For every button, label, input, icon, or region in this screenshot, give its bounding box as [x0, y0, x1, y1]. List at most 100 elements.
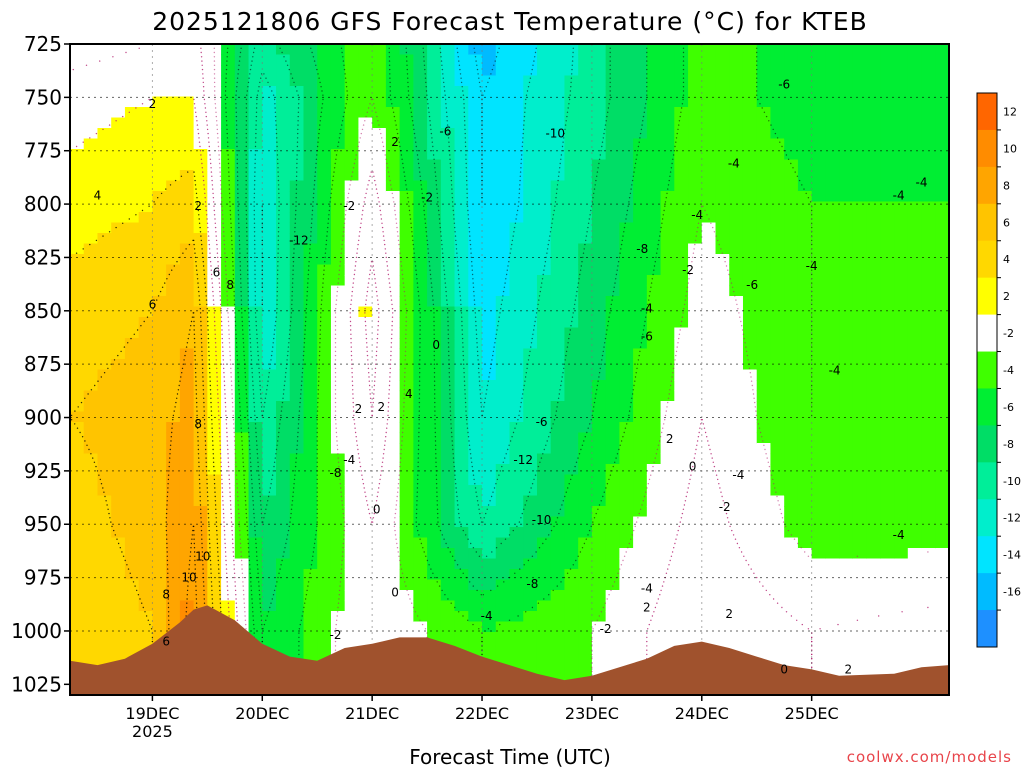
- temperature-cell: [289, 642, 305, 654]
- temperature-cell: [138, 359, 153, 371]
- temperature-cell: [852, 390, 868, 402]
- temperature-cell: [825, 464, 840, 476]
- temperature-cell: [166, 390, 181, 402]
- temperature-cell: [440, 233, 456, 245]
- temperature-cell: [221, 117, 236, 129]
- temperature-cell: [688, 464, 703, 476]
- isotherm-point: [506, 269, 508, 271]
- temperature-cell: [523, 201, 538, 213]
- temperature-cell: [536, 537, 552, 549]
- temperature-cell: [70, 128, 85, 140]
- temperature-cell: [399, 579, 414, 591]
- temperature-cell: [564, 128, 579, 140]
- temperature-cell: [97, 201, 112, 213]
- isotherm-point: [449, 158, 451, 160]
- temperature-cell: [715, 107, 730, 119]
- temperature-cell: [880, 600, 895, 612]
- temperature-cell: [591, 401, 607, 413]
- temperature-cell: [193, 338, 208, 350]
- temperature-cell: [756, 233, 772, 245]
- temperature-cell: [440, 369, 456, 381]
- temperature-cell: [591, 527, 607, 539]
- isotherm-point: [477, 367, 480, 370]
- temperature-cell: [166, 96, 181, 108]
- temperature-cell: [330, 527, 346, 539]
- isotherm-point: [592, 197, 594, 199]
- temperature-cell: [111, 86, 126, 98]
- temperature-cell: [221, 233, 236, 245]
- temperature-cell: [839, 359, 854, 371]
- temperature-cell: [468, 159, 483, 171]
- temperature-cell: [207, 170, 222, 182]
- temperature-cell: [70, 495, 85, 507]
- temperature-cell: [852, 264, 868, 276]
- temperature-cell: [550, 170, 566, 182]
- temperature-cell: [633, 86, 648, 98]
- temperature-cell: [221, 485, 236, 497]
- temperature-cell: [207, 516, 222, 528]
- temperature-cell: [509, 149, 524, 161]
- temperature-cell: [138, 558, 153, 570]
- temperature-cell: [317, 285, 332, 297]
- isotherm-point: [450, 171, 452, 173]
- temperature-cell: [289, 369, 305, 381]
- isotherm-point: [464, 389, 466, 391]
- temperature-cell: [399, 138, 414, 150]
- isotherm-point: [491, 68, 494, 71]
- isotherm-point: [448, 376, 451, 378]
- temperature-cell: [701, 54, 717, 66]
- isotherm-point: [250, 359, 253, 361]
- temperature-cell: [427, 212, 442, 224]
- temperature-cell: [770, 443, 785, 455]
- temperature-cell: [742, 411, 758, 423]
- temperature-cell: [578, 75, 593, 87]
- temperature-cell: [729, 432, 744, 444]
- temperature-cell: [495, 180, 511, 192]
- temperature-cell: [825, 558, 840, 570]
- temperature-cell: [894, 495, 909, 507]
- temperature-cell: [495, 254, 511, 266]
- temperature-cell: [935, 653, 949, 665]
- temperature-cell: [907, 590, 923, 602]
- isotherm-point: [554, 201, 557, 203]
- temperature-cell: [454, 380, 469, 392]
- temperature-cell: [797, 590, 813, 602]
- temperature-cell: [536, 222, 552, 234]
- temperature-cell: [811, 443, 826, 455]
- temperature-cell: [83, 590, 99, 602]
- temperature-cell: [482, 348, 497, 360]
- temperature-cell: [70, 117, 85, 129]
- temperature-cell: [605, 611, 620, 623]
- temperature-cell: [495, 285, 511, 297]
- temperature-cell: [742, 495, 758, 507]
- temperature-cell: [454, 264, 469, 276]
- isotherm-point: [254, 154, 256, 156]
- temperature-cell: [825, 569, 840, 581]
- temperature-cell: [111, 569, 126, 581]
- isotherm-point: [254, 256, 256, 259]
- temperature-cell: [866, 537, 881, 549]
- temperature-cell: [330, 233, 346, 245]
- temperature-cell: [633, 296, 648, 308]
- temperature-cell: [578, 621, 593, 633]
- temperature-cell: [784, 233, 799, 245]
- temperature-cell: [303, 422, 318, 434]
- temperature-cell: [564, 159, 579, 171]
- temperature-cell: [797, 243, 813, 255]
- temperature-cell: [317, 75, 332, 87]
- isotherm-point: [549, 235, 551, 237]
- temperature-cell: [97, 191, 112, 203]
- isotherm-point: [276, 286, 279, 288]
- isotherm-point: [492, 350, 495, 353]
- temperature-cell: [921, 495, 936, 507]
- temperature-cell: [633, 390, 648, 402]
- temperature-cell: [742, 138, 758, 150]
- isotherm-point: [291, 282, 294, 284]
- temperature-cell: [811, 432, 826, 444]
- temperature-cell: [591, 138, 607, 150]
- isotherm-point: [277, 256, 279, 259]
- isotherm-point: [555, 192, 558, 195]
- temperature-cell: [701, 443, 717, 455]
- temperature-cell: [756, 96, 772, 108]
- temperature-cell: [248, 369, 263, 381]
